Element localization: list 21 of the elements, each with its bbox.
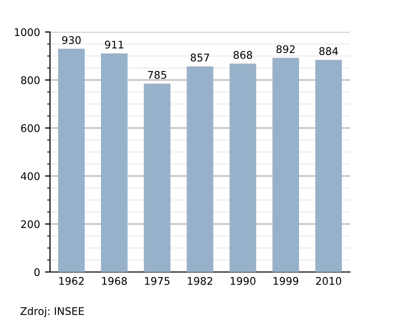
- x-tick-label: 1968: [102, 277, 127, 285]
- y-tick-label: 800: [21, 76, 40, 84]
- data-label: 930: [62, 36, 81, 44]
- x-tick-label: 1990: [230, 277, 256, 285]
- data-label: 892: [276, 45, 295, 54]
- x-tick-label: 2010: [316, 277, 342, 285]
- data-label: 785: [148, 70, 166, 79]
- y-tick-label: 0: [34, 268, 40, 276]
- x-tick-label: 1999: [274, 277, 298, 285]
- data-label: 884: [319, 47, 338, 56]
- x-tick-label: 1975: [145, 277, 170, 285]
- x-tick-label: 1982: [188, 277, 212, 285]
- data-label: 868: [234, 51, 252, 59]
- y-tick-label: 200: [21, 220, 40, 228]
- data-label: 911: [105, 40, 124, 49]
- y-tick-label: 1000: [14, 28, 40, 36]
- y-tick-label: 600: [21, 124, 40, 132]
- y-tick-label: 400: [20, 172, 40, 180]
- data-label: 857: [190, 54, 210, 62]
- text: Zdroj: INSEE: [20, 306, 84, 318]
- x-tick-label: 1962: [59, 277, 84, 285]
